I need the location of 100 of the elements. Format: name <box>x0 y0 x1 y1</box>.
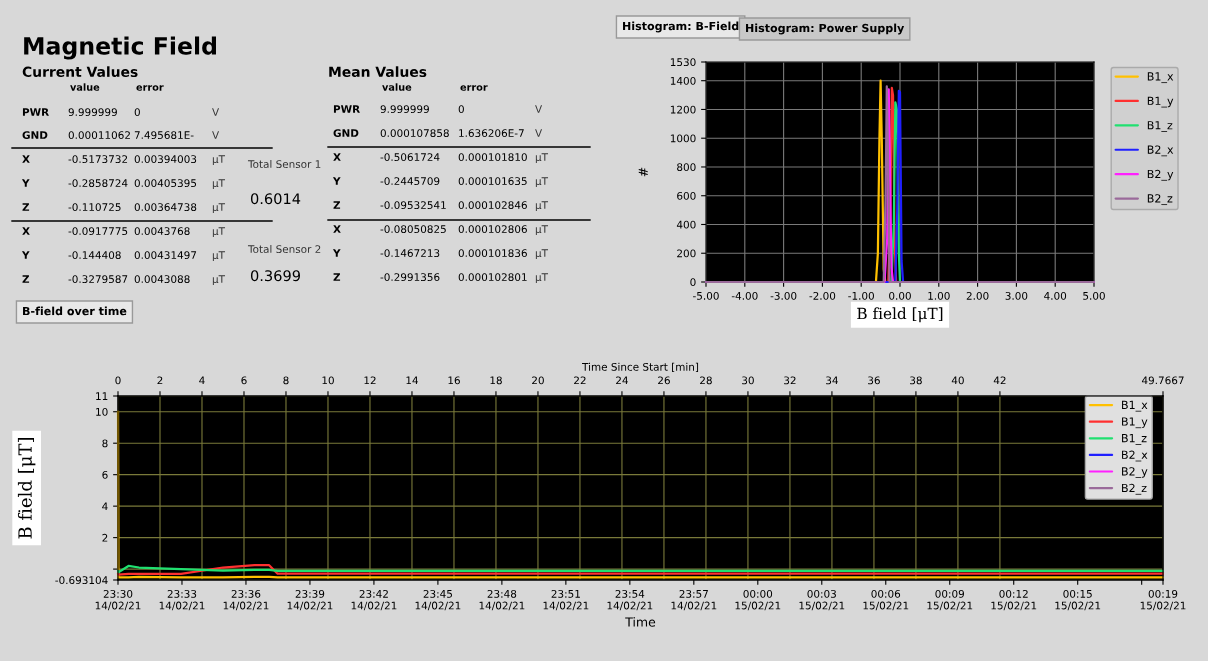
text: 0.000101836 <box>458 249 527 258</box>
x-tick-label: 36 <box>868 376 880 385</box>
text: error <box>460 85 488 91</box>
x-tick-label: 4 <box>199 376 205 385</box>
text: 0.00431497 <box>134 251 197 260</box>
text: 0.0043768 <box>134 227 190 236</box>
y-tick-label: 600 <box>677 191 696 200</box>
text: GND <box>333 129 359 138</box>
text: μT <box>535 177 549 188</box>
text: Z <box>22 275 30 283</box>
legend-label: B2_y <box>1122 467 1148 479</box>
text: μT <box>212 203 226 214</box>
legend-label: B2_z <box>1147 194 1173 206</box>
text: Histogram: Power Supply <box>746 23 905 35</box>
x-tick-label: 18 <box>490 376 502 385</box>
y-tick-label: 0 <box>690 278 696 287</box>
x2-tick-label: 23:42 14/02/21 <box>351 589 397 611</box>
x2-tick-label: 23:54 14/02/21 <box>607 589 653 611</box>
x2-tick-label: 23:48 14/02/21 <box>479 589 525 611</box>
legend-label: B1_x <box>1122 400 1148 412</box>
text: Total Sensor 2 <box>247 244 321 254</box>
text: PWR <box>22 108 49 116</box>
text: 0.000102801 <box>458 273 527 282</box>
x-tick-label: -3.00 <box>770 291 797 300</box>
y-tick-label: 200 <box>677 249 696 258</box>
text: 0.000107858 <box>380 129 449 138</box>
text: -0.09532541 <box>380 201 446 210</box>
x-tick-label: 49.7667 <box>1141 376 1184 385</box>
text: Y <box>332 177 341 185</box>
y-tick-label: 2 <box>102 533 108 542</box>
text: 0.00405395 <box>134 179 197 188</box>
x-tick-label: 40 <box>951 376 964 385</box>
x-tick-label: 38 <box>910 376 922 385</box>
text: X <box>333 153 341 161</box>
text: Z <box>333 273 341 281</box>
x-tick-label: 0 <box>115 376 121 385</box>
text: X <box>22 155 30 163</box>
text: -0.08050825 <box>380 225 446 234</box>
text: μT <box>535 225 549 236</box>
text: X <box>22 227 30 235</box>
x-tick-label: 8 <box>283 376 289 385</box>
legend-label: B2_y <box>1147 169 1174 181</box>
x2-tick-label: 00:15 15/02/21 <box>1055 589 1101 611</box>
text: μT <box>212 227 226 238</box>
y-tick-label: 10 <box>96 407 108 416</box>
x2-tick-label: 00:00 15/02/21 <box>735 589 781 611</box>
text: 0.3699 <box>250 270 300 282</box>
text: 0.0043088 <box>134 275 190 284</box>
y-tick-label: -0.693104 <box>55 576 108 585</box>
legend-label: B1_x <box>1147 72 1174 84</box>
y-tick-label: 1400 <box>670 76 696 85</box>
text: -0.0917775 <box>68 227 128 236</box>
y-tick-label: 8 <box>102 439 108 448</box>
x-tick-label: 32 <box>784 376 796 385</box>
text: V <box>535 129 543 137</box>
text: value <box>70 83 100 91</box>
text: Y <box>21 251 30 259</box>
x-tick-label: 1.00 <box>928 291 950 300</box>
x2-tick-label: 23:39 14/02/21 <box>287 589 333 611</box>
text: 7.495681E- <box>134 131 194 140</box>
y-tick-label: 800 <box>677 163 696 172</box>
y-tick-label: 6 <box>102 470 108 479</box>
text: 1.636206E-7 <box>459 129 524 138</box>
x-tick-label: -4.00 <box>731 291 758 300</box>
x-tick-label: 3.00 <box>1005 291 1028 300</box>
x2-tick-label: 00:03 15/02/21 <box>799 589 845 611</box>
chart-title: Histogram: B-Field <box>623 21 739 33</box>
x-tick-label: 24 <box>616 376 628 385</box>
x-tick-label: 16 <box>448 376 460 385</box>
x-tick-label: 2.00 <box>966 291 989 300</box>
text: μT <box>212 179 226 190</box>
y-tick-label: 1200 <box>670 105 696 114</box>
text: 0.00011062 <box>68 131 130 140</box>
y-tick-label: 11 <box>96 392 108 400</box>
text: -0.144408 <box>68 251 121 260</box>
x-tick-label: 5.00 <box>1083 291 1105 300</box>
text: μT <box>535 201 549 212</box>
text: value <box>382 83 412 91</box>
text: V <box>212 131 220 139</box>
x2-tick-label: 23:36 14/02/21 <box>223 589 269 611</box>
text: 0.00394003 <box>134 155 197 164</box>
y-tick-label: 1000 <box>670 134 696 143</box>
chart-title: B-field over time <box>23 306 127 316</box>
y-axis-title: # <box>638 167 648 177</box>
text: 9.999999 <box>380 105 429 114</box>
x-tick-label: -5.00 <box>693 291 719 300</box>
text: 0.00364738 <box>134 203 197 212</box>
x-tick-label: -2.00 <box>809 291 836 300</box>
x-tick-label: 4.00 <box>1044 291 1067 300</box>
x-tick-label: 10 <box>322 376 334 385</box>
legend-label: B2_z <box>1122 483 1147 495</box>
text: 0.000101810 <box>458 153 527 162</box>
text: X <box>333 225 341 233</box>
x2-tick-label: 23:51 14/02/21 <box>543 589 589 611</box>
x-axis-title: Time Since Start [min] <box>582 362 699 373</box>
text: Z <box>22 203 30 211</box>
x-tick-label: 6 <box>241 376 247 385</box>
text: GND <box>22 131 48 140</box>
y-axis-title: B field [μT] <box>17 438 36 539</box>
x-tick-label: 30 <box>742 376 754 385</box>
